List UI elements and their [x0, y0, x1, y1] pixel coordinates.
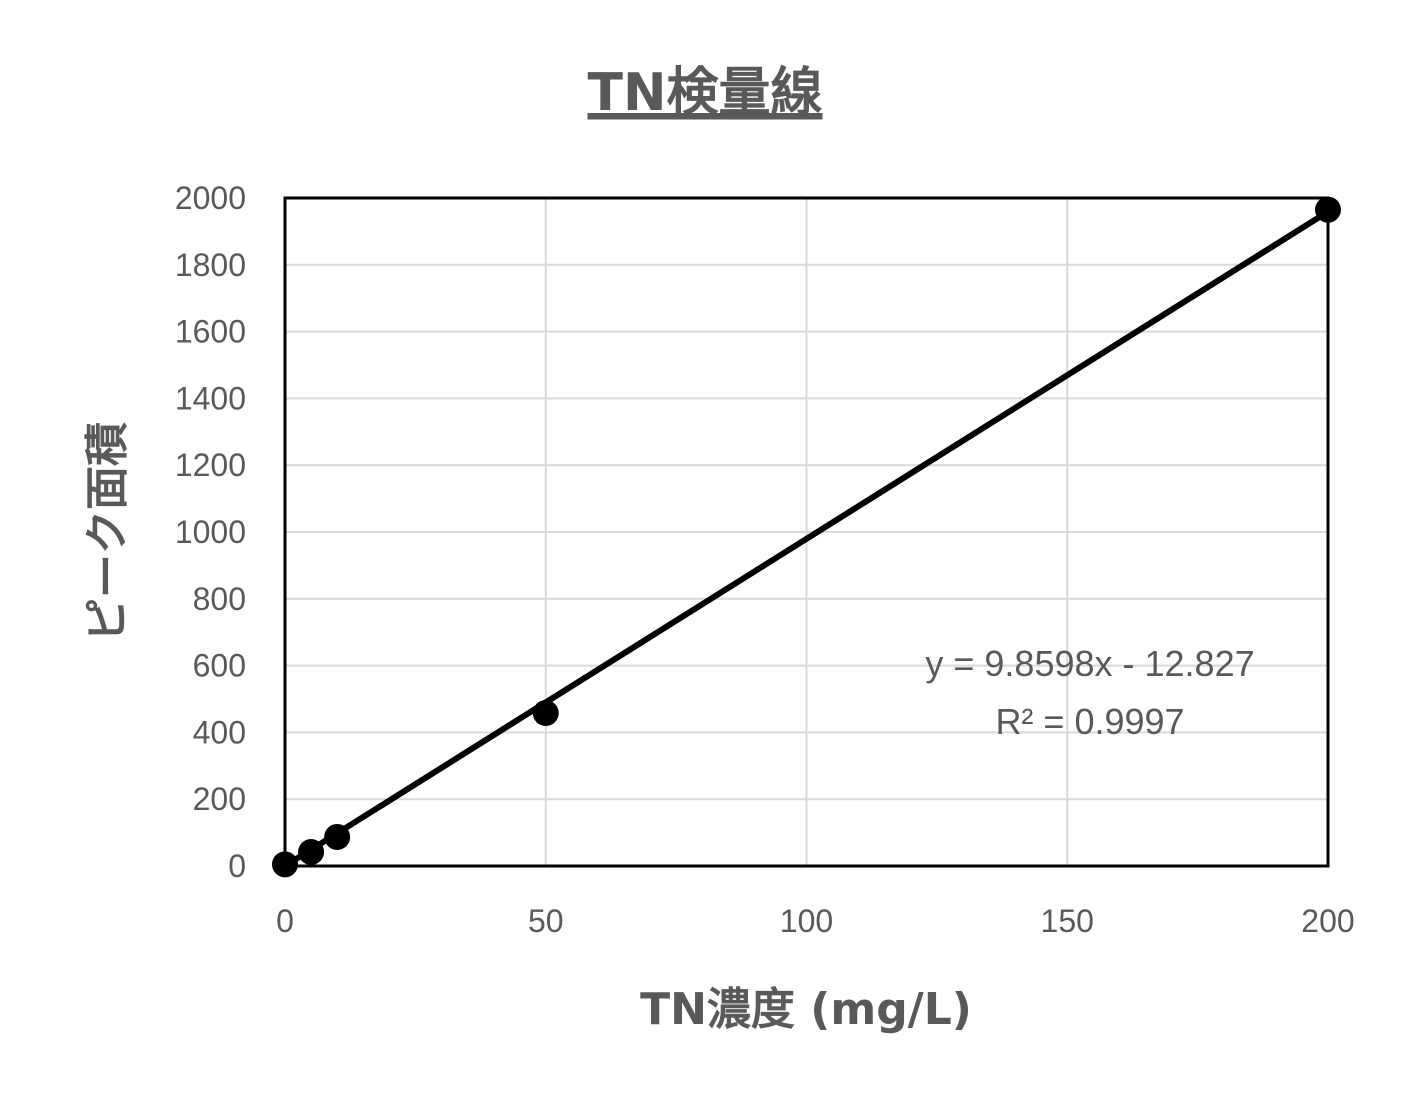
- y-tick-label: 1600: [175, 314, 246, 350]
- trendline-r2: R² = 0.9997: [995, 701, 1184, 742]
- y-tick-label: 800: [193, 581, 246, 617]
- x-tick-label: 50: [528, 903, 564, 939]
- data-point: [532, 700, 559, 727]
- chart-title: TN検量線: [588, 63, 823, 123]
- y-tick-label: 600: [193, 648, 246, 684]
- y-tick-labels: 0 200 400 600 800 1000 1200 1400 1600 1800 2000: [175, 180, 246, 884]
- y-tick-label: 0: [228, 848, 246, 884]
- y-tick-label: 1200: [175, 447, 246, 483]
- trendline-equation: y = 9.8598x - 12.827: [925, 643, 1254, 684]
- y-tick-label: 1800: [175, 247, 246, 283]
- x-tick-label: 150: [1041, 903, 1094, 939]
- trendline-layer: [283, 209, 1330, 869]
- y-tick-label: 1400: [175, 380, 246, 416]
- y-axis-title: ピーク面積: [82, 422, 133, 642]
- y-tick-label: 1000: [175, 514, 246, 550]
- y-tick-label: 400: [193, 714, 246, 750]
- y-tick-label: 2000: [175, 180, 246, 216]
- x-tick-label: 200: [1301, 903, 1354, 939]
- x-tick-label: 0: [276, 903, 294, 939]
- x-axis-title: TN濃度 (mg/L): [640, 984, 972, 1035]
- data-point: [298, 838, 325, 865]
- y-tick-label: 200: [193, 781, 246, 817]
- plot-frame: [283, 196, 1330, 868]
- trendline: [283, 209, 1330, 869]
- x-tick-labels: 0 50 100 150 200: [276, 903, 1355, 939]
- x-tick-label: 100: [780, 903, 833, 939]
- data-point: [324, 823, 351, 850]
